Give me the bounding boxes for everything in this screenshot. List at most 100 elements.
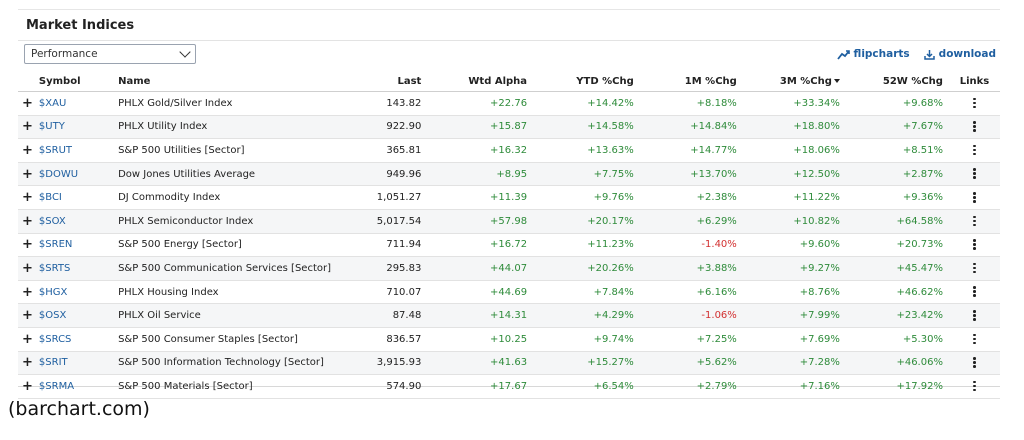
symbol-link[interactable]: $SRTS: [38, 262, 71, 274]
table-row[interactable]: + $HGX PHLX Housing Index 710.07 +44.69 +7…: [18, 280, 1000, 305]
cell-m3: +9.60%: [742, 233, 846, 258]
column-header-1m[interactable]: 1M %Chg: [639, 72, 743, 92]
cell-m3: +10.82%: [742, 209, 846, 234]
cell-wtd-alpha: +44.07: [427, 256, 534, 281]
cell-wtd-alpha: +15.87: [427, 115, 534, 140]
cell-ytd: +14.42%: [533, 91, 640, 116]
column-header-symbol[interactable]: Symbol: [32, 72, 113, 92]
plus-icon[interactable]: +: [18, 303, 33, 328]
table-row[interactable]: + $SRUT S&P 500 Utilities [Sector] 365.8…: [18, 138, 1000, 163]
cell-symbol: $SREN: [32, 233, 113, 258]
cell-last: 143.82: [338, 91, 428, 116]
table-row[interactable]: + $SRCS S&P 500 Consumer Staples [Sector…: [18, 327, 1000, 352]
table-row[interactable]: + $SRTS S&P 500 Communication Services […: [18, 256, 1000, 281]
cell-wtd-alpha: +41.63: [427, 351, 534, 376]
table-row[interactable]: + $BCI DJ Commodity Index 1,051.27 +11.39…: [18, 185, 1000, 210]
plus-icon[interactable]: +: [18, 351, 33, 376]
table-row[interactable]: + $SRIT S&P 500 Information Technology […: [18, 351, 1000, 376]
plus-icon[interactable]: +: [18, 256, 33, 281]
cell-links: [948, 256, 1000, 281]
more-vertical-icon[interactable]: [973, 262, 976, 274]
symbol-link[interactable]: $SRCS: [38, 333, 72, 345]
cell-symbol: $SRIT: [32, 351, 113, 376]
plus-icon[interactable]: +: [18, 327, 33, 352]
more-vertical-icon[interactable]: [973, 121, 976, 132]
table-row[interactable]: + $SRMA S&P 500 Materials [Sector] 574.9…: [18, 374, 1000, 399]
more-vertical-icon[interactable]: [973, 310, 976, 321]
plus-icon[interactable]: +: [18, 185, 33, 210]
cell-last: 87.48: [338, 303, 428, 328]
cell-ytd: +4.29%: [533, 303, 640, 328]
cell-w52: +8.51%: [845, 138, 949, 163]
flipcharts-link[interactable]: flipcharts: [836, 48, 910, 60]
cell-links: [948, 233, 1000, 258]
table-row[interactable]: + $XAU PHLX Gold/Silver Index 143.82 +22.…: [18, 91, 1000, 116]
symbol-link[interactable]: $HGX: [38, 286, 68, 298]
column-header-name[interactable]: Name: [112, 72, 339, 92]
cell-wtd-alpha: +57.98: [427, 209, 534, 234]
more-vertical-icon[interactable]: [973, 380, 976, 392]
cell-w52: +7.67%: [845, 115, 949, 140]
more-vertical-icon[interactable]: [973, 357, 976, 368]
cell-symbol: $SRCS: [32, 327, 113, 352]
cell-name: S&P 500 Consumer Staples [Sector]: [112, 327, 339, 352]
cell-w52: +46.06%: [845, 351, 949, 376]
symbol-link[interactable]: $DOWU: [38, 168, 79, 180]
table-row[interactable]: + $OSX PHLX Oil Service 87.48 +14.31 +4.29…: [18, 303, 1000, 328]
cell-m3: +8.76%: [742, 280, 846, 305]
plus-icon[interactable]: +: [18, 280, 33, 305]
plus-icon[interactable]: +: [18, 91, 33, 116]
symbol-link[interactable]: $SOX: [38, 215, 66, 227]
more-vertical-icon[interactable]: [973, 144, 976, 156]
table-row[interactable]: + $SREN S&P 500 Energy [Sector] 711.94 +1…: [18, 233, 1000, 258]
plus-icon[interactable]: +: [18, 115, 33, 140]
column-header-ytd[interactable]: YTD %Chg: [533, 72, 640, 92]
plus-icon[interactable]: +: [18, 162, 33, 187]
download-label: download: [938, 48, 996, 60]
column-header-52w[interactable]: 52W %Chg: [845, 72, 949, 92]
cell-ytd: +6.54%: [533, 374, 640, 399]
cell-symbol: $SRTS: [32, 256, 113, 281]
plus-icon[interactable]: +: [18, 138, 33, 163]
cell-m1: +2.38%: [639, 185, 743, 210]
download-link[interactable]: download: [923, 48, 996, 60]
plus-icon[interactable]: +: [18, 233, 33, 258]
cell-links: [948, 209, 1000, 234]
symbol-link[interactable]: $XAU: [38, 97, 67, 109]
flipcharts-label: flipcharts: [853, 48, 910, 60]
symbol-link[interactable]: $UTY: [38, 121, 65, 133]
cell-symbol: $DOWU: [32, 162, 113, 187]
more-vertical-icon[interactable]: [973, 168, 976, 179]
column-header-wtd-alpha[interactable]: Wtd Alpha: [427, 72, 534, 92]
plus-icon[interactable]: +: [18, 374, 33, 399]
more-vertical-icon[interactable]: [973, 192, 976, 203]
table-row[interactable]: + $DOWU Dow Jones Utilities Average 949.…: [18, 162, 1000, 187]
cell-m1: +3.88%: [639, 256, 743, 281]
symbol-link[interactable]: $SREN: [38, 239, 73, 251]
sort-desc-icon: [833, 79, 840, 83]
column-header-3m[interactable]: 3M %Chg: [742, 72, 846, 92]
cell-links: [948, 185, 1000, 210]
cell-links: [948, 138, 1000, 163]
symbol-link[interactable]: $SRIT: [38, 357, 68, 369]
table-row[interactable]: + $UTY PHLX Utility Index 922.90 +15.87 +1…: [18, 115, 1000, 140]
more-vertical-icon[interactable]: [973, 97, 976, 109]
cell-links: [948, 91, 1000, 116]
plus-icon[interactable]: +: [18, 209, 33, 234]
more-vertical-icon[interactable]: [973, 333, 976, 345]
column-header-last[interactable]: Last: [338, 72, 428, 92]
cell-links: [948, 115, 1000, 140]
symbol-link[interactable]: $SRUT: [38, 144, 72, 156]
more-vertical-icon[interactable]: [973, 286, 976, 297]
symbol-link[interactable]: $OSX: [38, 310, 67, 322]
more-vertical-icon[interactable]: [973, 215, 976, 227]
more-vertical-icon[interactable]: [973, 239, 976, 250]
cell-ytd: +7.75%: [533, 162, 640, 187]
cell-name: S&P 500 Energy [Sector]: [112, 233, 339, 258]
symbol-link[interactable]: $BCI: [38, 192, 62, 204]
cell-m3: +7.69%: [742, 327, 846, 352]
view-select[interactable]: Performance: [24, 44, 196, 64]
cell-ytd: +20.17%: [533, 209, 640, 234]
symbol-link[interactable]: $SRMA: [38, 380, 75, 392]
table-row[interactable]: + $SOX PHLX Semiconductor Index 5,017.54…: [18, 209, 1000, 234]
